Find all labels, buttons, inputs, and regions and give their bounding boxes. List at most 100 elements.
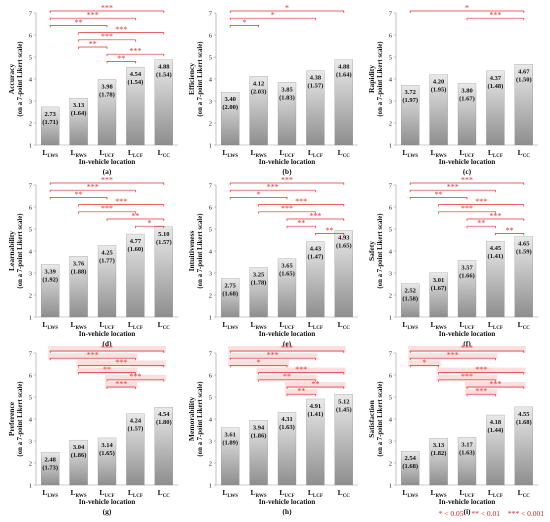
- y-tick-label: 4: [209, 77, 213, 84]
- x-tick-label: LRWS: [70, 488, 86, 499]
- bar-value-label: 2.75: [225, 283, 237, 290]
- bar-value-label: 4.31: [281, 416, 292, 423]
- y-axis-subtitle: (on a 7-point Likert scale): [377, 213, 384, 288]
- significance-highlight: [48, 346, 166, 353]
- bar-value-label: 4.88: [158, 64, 170, 71]
- bar-value-label: 4.45: [490, 245, 502, 252]
- x-tick-label: LLCF: [128, 320, 143, 331]
- x-axis-title: In-vehicle location: [259, 158, 316, 166]
- bar-value-label: 4.67: [518, 68, 530, 75]
- y-axis-subtitle: (on a 7-point Likert scale): [17, 381, 24, 456]
- significance-stars: ***: [461, 372, 473, 381]
- significance-highlight: [285, 389, 318, 396]
- y-tick-label: 6: [389, 205, 393, 212]
- significance-bracket: [466, 225, 496, 229]
- bar-sd-label: (1.82): [431, 450, 447, 457]
- chart-panel-c: 1 2 3 4 5 6 7 Rapidity (on a 7-point Likert scal…: [367, 3, 538, 176]
- bar: [401, 450, 420, 486]
- significance-stars: **: [75, 18, 83, 27]
- bar: [486, 240, 505, 318]
- x-tick-label: LRWS: [250, 148, 266, 159]
- bar-value-label: 4.38: [310, 75, 322, 82]
- bar: [69, 97, 88, 146]
- significance-stars: ***: [281, 343, 293, 352]
- bar-sd-label: (1.78): [99, 91, 115, 98]
- y-axis-title: Satisfaction: [367, 399, 376, 437]
- y-tick-label: 6: [29, 205, 33, 212]
- bar-value-label: 2.48: [45, 456, 57, 463]
- chart-panel-i: 1 2 3 4 5 6 7 Satisfaction (on a 7-point Likert …: [367, 343, 538, 516]
- significance-highlight: [256, 374, 318, 381]
- bar-value-label: 4.54: [130, 71, 142, 78]
- significance-bracket: [286, 386, 345, 389]
- y-tick-label: 7: [389, 183, 393, 190]
- significance-stars: *: [257, 190, 261, 199]
- bar-sd-label: (1.65): [99, 450, 115, 457]
- significance-highlight: [228, 353, 318, 360]
- significance-stars: ***: [101, 175, 113, 184]
- x-tick-label: LCC: [518, 148, 531, 159]
- significance-bracket: [78, 211, 136, 214]
- significance-bracket: [78, 204, 165, 207]
- bar-sd-label: (1.78): [251, 280, 267, 287]
- panel-label: (f): [463, 339, 471, 348]
- bar-value-label: 3.94: [253, 424, 265, 431]
- y-tick-label: 6: [389, 33, 393, 40]
- x-tick-label: LUCF: [459, 488, 474, 499]
- significance-stars: *: [242, 18, 246, 27]
- significance-bracket: [106, 379, 165, 382]
- bar: [69, 256, 88, 318]
- bar-value-label: 3.13: [73, 102, 85, 109]
- bar-sd-label: (1.95): [431, 87, 447, 94]
- x-tick-label: LCC: [518, 320, 531, 331]
- bar: [97, 245, 117, 318]
- y-axis-title: Rapidity: [367, 65, 376, 93]
- bar-value-label: 4.24: [130, 418, 142, 425]
- bar-sd-label: (1.47): [308, 254, 324, 261]
- y-tick-label: 4: [209, 249, 213, 256]
- significance-stars: ***: [475, 387, 487, 396]
- y-axis-subtitle: (on a 7-point Likert scale): [17, 213, 24, 288]
- significance-stars: ***: [295, 365, 307, 374]
- bar-sd-label: (1.44): [488, 427, 504, 434]
- significance-bracket: [49, 197, 108, 200]
- x-tick-label: LUCF: [279, 148, 294, 159]
- significance-stars: ***: [447, 351, 459, 360]
- panel-label: (c): [463, 167, 472, 176]
- chart-panel-h: 1 2 3 4 5 6 7 Memorability (on a 7-point Likert …: [187, 343, 358, 516]
- bar-value-label: 4.88: [338, 64, 350, 71]
- y-axis-subtitle: (on a 7-point Likert scale): [377, 381, 384, 456]
- bar-value-label: 4.91: [310, 403, 321, 410]
- bar-sd-label: (1.68): [402, 463, 418, 470]
- significance-stars: *: [465, 3, 469, 12]
- significance-bracket: [78, 372, 136, 375]
- significance-bracket: [409, 189, 496, 193]
- significance-stars: ***: [115, 197, 127, 206]
- bar-value-label: 3.13: [433, 442, 445, 449]
- bar: [41, 452, 60, 486]
- bar-value-label: 4.25: [101, 250, 113, 257]
- bar: [126, 66, 145, 146]
- significance-bracket: [78, 32, 165, 35]
- significance-stars: ***: [461, 175, 473, 184]
- y-tick-label: 7: [209, 351, 213, 358]
- bar: [41, 264, 60, 318]
- significance-bracket: [258, 204, 345, 207]
- y-tick-label: 5: [29, 55, 32, 62]
- bar: [221, 278, 240, 318]
- y-tick-label: 7: [389, 11, 393, 18]
- bar-value-label: 4.65: [518, 241, 530, 248]
- significance-stars: **: [283, 372, 291, 381]
- significance-bracket: [466, 393, 496, 397]
- x-tick-label: LCC: [338, 148, 351, 159]
- x-tick-label: LLCF: [488, 488, 503, 499]
- bar: [154, 59, 173, 146]
- x-tick-label: LRWS: [430, 320, 446, 331]
- y-tick-label: 7: [209, 183, 213, 190]
- bar-value-label: 3.65: [281, 263, 293, 270]
- x-tick-label: LLWS: [42, 488, 58, 499]
- legend-p001: *** < 0.001: [507, 509, 544, 518]
- significance-stars: ***: [475, 197, 487, 206]
- bar-value-label: 3.61: [225, 432, 236, 439]
- y-tick-label: 4: [389, 77, 393, 84]
